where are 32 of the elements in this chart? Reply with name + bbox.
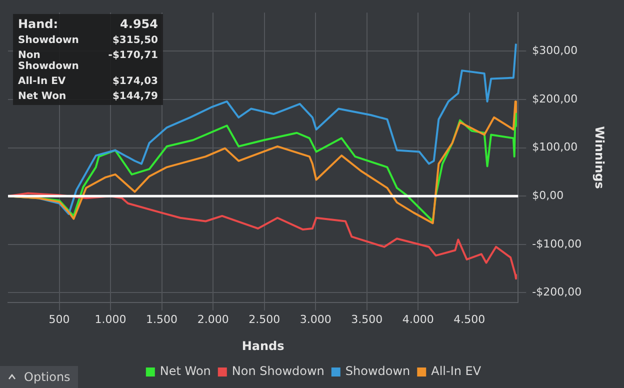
x-tick-label: 2.500 — [248, 312, 280, 326]
x-tick-label: 2.000 — [197, 312, 229, 326]
x-tick-label: 1.500 — [146, 312, 178, 326]
annotation: Showdown — [18, 35, 80, 46]
annotation: -$170,71 — [108, 50, 158, 63]
y-tick-label: $0,00 — [532, 189, 564, 202]
y-tick-label: $200,00 — [532, 92, 578, 106]
legend-label: Non Showdown — [232, 364, 324, 378]
annotation: Non Showdown — [18, 50, 80, 72]
annotation: $315,50 — [111, 35, 158, 46]
x-tick-label: 4.000 — [402, 312, 434, 326]
y-axis-title: Winnings — [592, 126, 607, 189]
annotation: Net Won — [18, 91, 68, 102]
annotation: $144,79 — [111, 91, 158, 102]
x-tick-label: 500 — [48, 312, 70, 326]
x-tick-label: 3.000 — [300, 312, 332, 326]
x-axis-title: Hands — [242, 338, 284, 353]
annotation: 4.954 — [119, 17, 158, 31]
options-button: Options — [0, 366, 78, 388]
legend-label: Net Won — [160, 364, 211, 378]
y-tick-label: -$200,00 — [532, 286, 582, 299]
annotation: Hand: — [18, 17, 60, 31]
x-tick-label: 4.500 — [454, 312, 486, 326]
y-tick-label: $300,00 — [532, 44, 578, 58]
annotation: $174,03 — [111, 76, 158, 87]
legend-label: Showdown — [345, 364, 410, 378]
annotation: All-In EV — [18, 76, 67, 87]
x-tick-label: 3.500 — [351, 312, 383, 326]
y-tick-label: $100,00 — [532, 140, 578, 154]
x-tick-label: 1.000 — [94, 312, 126, 326]
legend-label: All-In EV — [431, 364, 482, 378]
y-tick-label: -$100,00 — [532, 237, 582, 250]
